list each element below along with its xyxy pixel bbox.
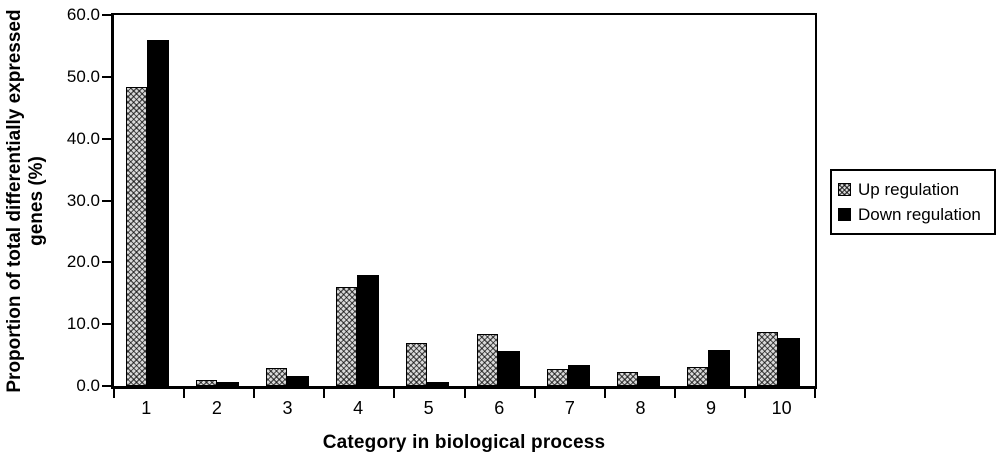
x-category-label: 2 bbox=[211, 398, 222, 418]
y-tick-label: 50.0 bbox=[66, 66, 100, 86]
y-tick-label: 40.0 bbox=[66, 128, 100, 148]
bar-up-category-5 bbox=[406, 342, 428, 386]
x-category-label: 3 bbox=[282, 398, 293, 418]
bar-up-category-2 bbox=[196, 379, 218, 386]
x-category-label: 4 bbox=[353, 398, 364, 418]
legend-label: Down regulation bbox=[858, 204, 981, 224]
x-category-label: 10 bbox=[771, 398, 792, 418]
bar-up-category-6 bbox=[476, 334, 498, 386]
down-regulation-swatch-icon bbox=[838, 208, 851, 221]
x-category-label: 1 bbox=[141, 398, 152, 418]
bar-down-category-6 bbox=[497, 350, 520, 386]
legend-label: Up regulation bbox=[858, 179, 960, 199]
x-tick-mark bbox=[113, 389, 115, 398]
x-axis-title: Category in biological process bbox=[322, 432, 606, 453]
bar-up-category-8 bbox=[616, 372, 638, 386]
bar-up-category-10 bbox=[756, 332, 778, 386]
bar-up-category-4 bbox=[336, 287, 358, 386]
bar-down-category-2 bbox=[217, 381, 240, 386]
bar-up-category-3 bbox=[266, 368, 288, 386]
y-tick-label: 20.0 bbox=[66, 252, 100, 272]
y-tick-mark bbox=[102, 137, 111, 140]
bar-down-category-4 bbox=[357, 275, 380, 386]
bar-down-category-9 bbox=[707, 350, 730, 386]
x-category-label: 8 bbox=[635, 398, 646, 418]
bar-down-category-10 bbox=[777, 338, 800, 386]
y-tick-label: 30.0 bbox=[66, 190, 100, 210]
bar-down-category-8 bbox=[637, 376, 660, 386]
x-tick-mark bbox=[603, 389, 606, 398]
x-tick-mark bbox=[253, 389, 256, 398]
bar-down-category-1 bbox=[147, 40, 169, 386]
y-tick-label: 0.0 bbox=[76, 376, 100, 395]
up-regulation-swatch-icon bbox=[838, 183, 851, 196]
x-tick-mark bbox=[814, 389, 816, 398]
plot-area bbox=[111, 13, 817, 389]
bar-down-category-5 bbox=[427, 381, 450, 386]
bar-up-category-7 bbox=[546, 369, 568, 386]
x-category-label: 5 bbox=[423, 398, 434, 418]
x-tick-mark bbox=[463, 389, 466, 398]
y-tick-label: 10.0 bbox=[66, 314, 100, 334]
x-tick-mark bbox=[673, 389, 676, 398]
x-category-label: 9 bbox=[706, 398, 717, 418]
x-category-label: 6 bbox=[494, 398, 505, 418]
x-tick-mark bbox=[393, 389, 396, 398]
y-tick-mark bbox=[102, 199, 111, 202]
bar-up-category-9 bbox=[686, 367, 708, 386]
bar-down-category-3 bbox=[287, 375, 310, 386]
legend-item-down-regulation: Down regulation bbox=[838, 202, 988, 227]
x-tick-mark bbox=[323, 389, 326, 398]
y-tick-mark bbox=[102, 14, 111, 16]
bar-down-category-7 bbox=[567, 364, 590, 386]
bar-up-category-1 bbox=[126, 86, 147, 386]
y-tick-mark bbox=[102, 323, 111, 326]
x-axis-category-labels: 1 2 3 4 5 6 7 8 9 10 bbox=[111, 398, 817, 419]
x-tick-mark bbox=[533, 389, 536, 398]
x-tick-mark bbox=[743, 389, 746, 398]
x-tick-mark bbox=[183, 389, 186, 398]
y-tick-mark bbox=[102, 385, 111, 387]
x-category-label: 7 bbox=[564, 398, 575, 418]
y-tick-mark bbox=[102, 75, 111, 78]
y-tick-label: 60.0 bbox=[66, 5, 100, 24]
legend-item-up-regulation: Up regulation bbox=[838, 177, 988, 202]
y-tick-mark bbox=[102, 261, 111, 264]
legend: Up regulation Down regulation bbox=[830, 169, 996, 235]
